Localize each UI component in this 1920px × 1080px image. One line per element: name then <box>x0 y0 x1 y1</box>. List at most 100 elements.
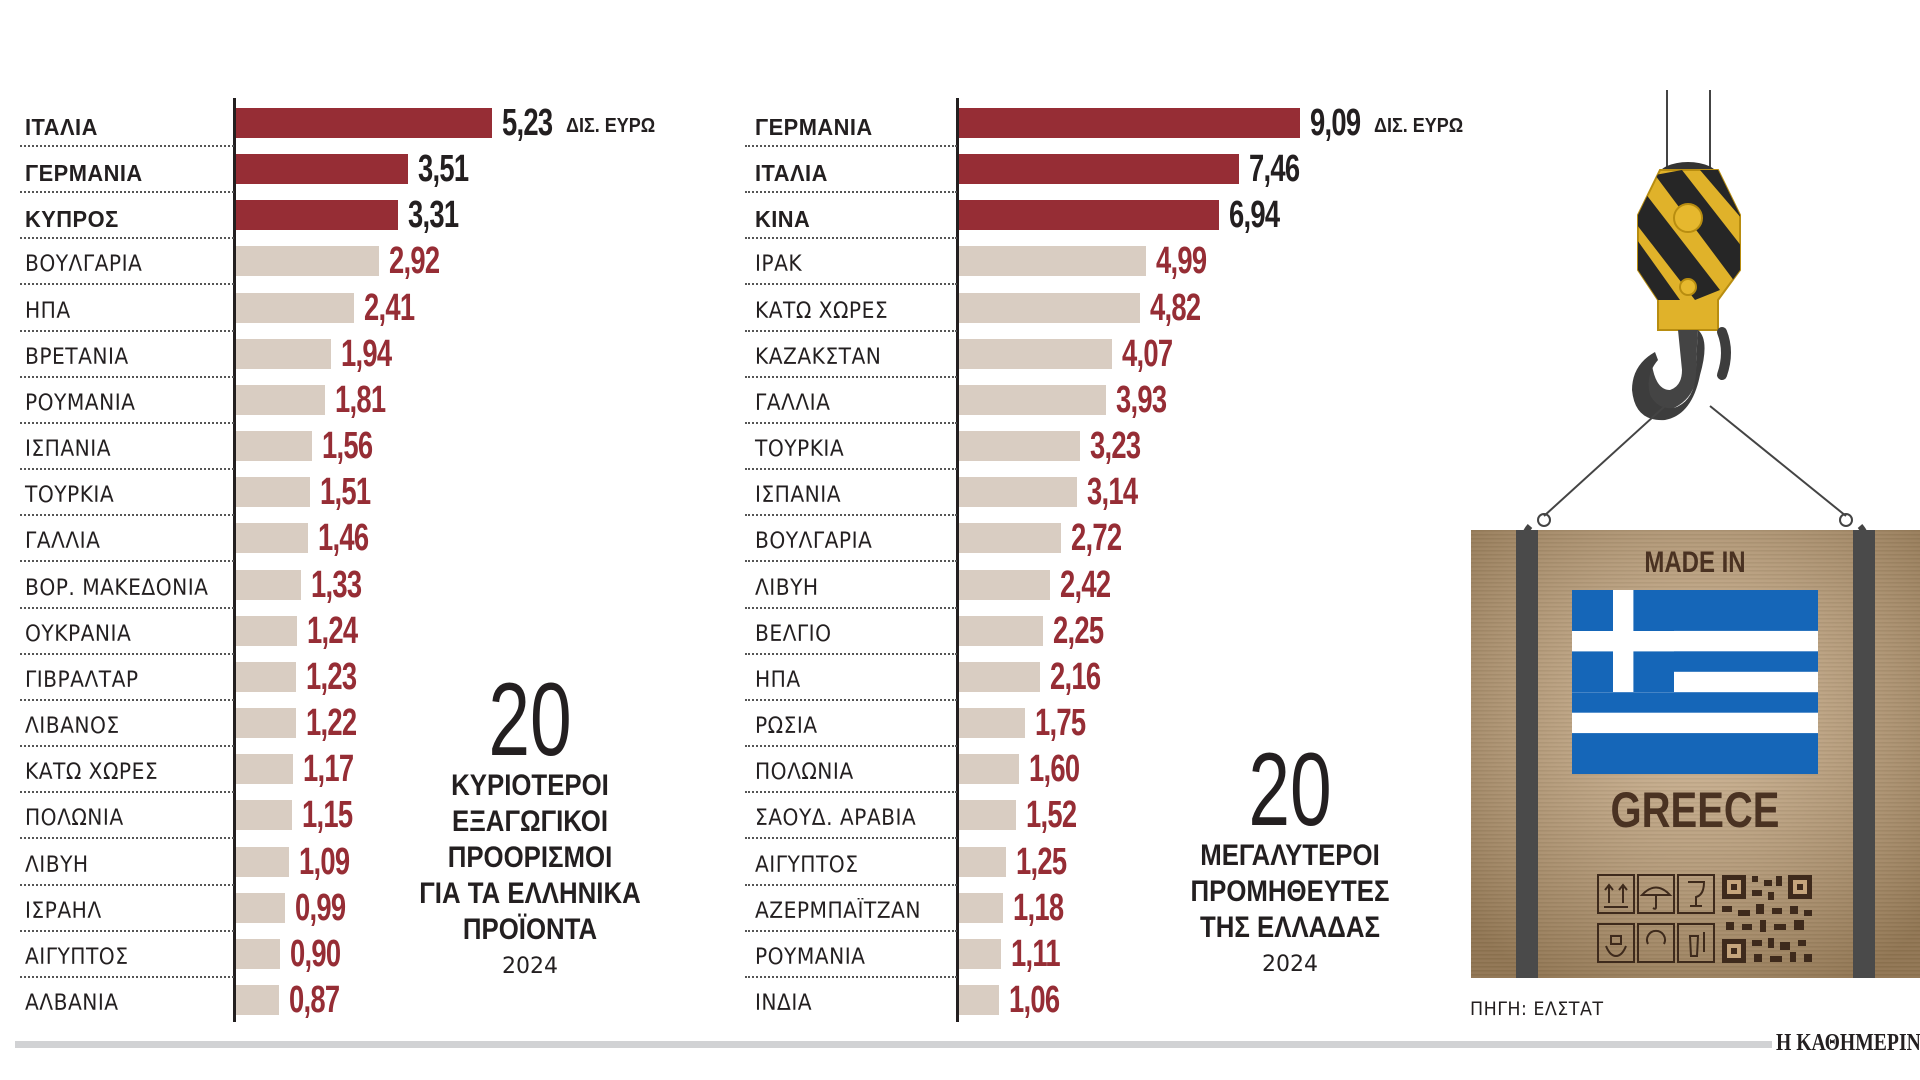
data-label: 2,25 <box>1053 609 1104 652</box>
row-divider <box>20 837 234 840</box>
data-label: 1,17 <box>303 748 354 791</box>
data-label: 1,56 <box>322 425 373 468</box>
crate-made-in-text: MADE IN <box>1644 544 1745 578</box>
row-divider <box>20 745 234 748</box>
row-divider <box>20 560 234 563</box>
exports-title-block: 20 ΚΥΡΙΟΤΕΡΟΙ ΕΞΑΓΩΓΙΚΟΙ ΠΡΟΟΡΙΣΜΟΙ ΓΙΑ … <box>400 668 660 979</box>
row-divider <box>745 560 957 563</box>
category-label: ΚΑΖΑΚΣΤΑΝ <box>755 344 882 370</box>
bar-20 <box>959 985 999 1015</box>
category-label: ΙΡΑΚ <box>755 252 803 278</box>
bar-11 <box>236 569 302 600</box>
category-label: ΠΟΛΩΝΙΑ <box>755 760 854 786</box>
category-label: ΒΟΥΛΓΑΡΙΑ <box>25 252 143 278</box>
data-label: 1,23 <box>306 655 357 698</box>
data-label: 2,41 <box>364 286 415 329</box>
data-label: 1,11 <box>1010 932 1061 975</box>
bar-5 <box>959 292 1140 323</box>
bar-8 <box>236 431 313 462</box>
crate: MADE IN GREECE <box>1471 530 1920 978</box>
row-divider <box>745 929 957 932</box>
category-label: ΡΩΣΙΑ <box>755 714 818 740</box>
row-divider <box>745 191 957 194</box>
bar-4 <box>236 246 380 277</box>
data-label: 4,99 <box>1156 240 1207 283</box>
this-side-up-icon <box>1597 874 1635 914</box>
data-label: 1,94 <box>341 332 392 375</box>
category-label: ΙΣΠΑΝΙΑ <box>25 437 112 463</box>
row-divider <box>20 191 234 194</box>
imports-title-block: 20 ΜΕΓΑΛΥΤΕΡΟΙ ΠΡΟΜΗΘΕΥΤΕΣ ΤΗΣ ΕΛΛΑΔΑΣ 2… <box>1160 732 1420 977</box>
category-label: ΚΙΝΑ <box>755 206 811 233</box>
bar-3 <box>959 200 1220 231</box>
category-label: ΚΥΠΡΟΣ <box>25 206 119 233</box>
bar-14 <box>959 708 1025 739</box>
data-label: 4,07 <box>1121 332 1173 375</box>
row-divider <box>20 329 234 332</box>
category-label: ΓΑΛΛΙΑ <box>25 529 101 555</box>
bar-1 <box>959 108 1300 138</box>
row-divider <box>745 514 957 517</box>
bar-6 <box>236 338 332 369</box>
row-divider <box>745 883 957 886</box>
bar-9 <box>959 477 1077 508</box>
data-label: 7,46 <box>1248 148 1300 191</box>
bar-17 <box>959 846 1006 877</box>
row-divider <box>20 606 234 609</box>
bar-5 <box>236 292 355 323</box>
data-label: 3,51 <box>417 148 469 191</box>
bar-20 <box>236 985 279 1015</box>
data-label: 2,72 <box>1071 517 1122 560</box>
row-divider <box>20 929 234 932</box>
greek-flag-icon <box>1572 590 1818 774</box>
data-label: 4,82 <box>1149 286 1201 329</box>
bar-13 <box>959 661 1040 692</box>
row-divider <box>745 329 957 332</box>
imports-big-number: 20 <box>1248 732 1332 848</box>
category-label: ΑΙΓΥΠΤΟΣ <box>755 852 859 878</box>
category-label: ΛΙΒΥΗ <box>25 852 89 878</box>
category-label: ΗΠΑ <box>25 298 71 324</box>
bar-17 <box>236 846 290 877</box>
data-label: 1,15 <box>302 794 353 837</box>
data-label: 1,75 <box>1034 702 1086 745</box>
category-label: ΚΑΤΩ ΧΩΡΕΣ <box>25 760 159 786</box>
axis-line <box>233 98 236 1022</box>
row-divider <box>745 975 957 978</box>
row-divider <box>745 468 957 471</box>
category-label: ΗΠΑ <box>755 667 801 693</box>
category-label: ΡΟΥΜΑΝΙΑ <box>25 390 136 416</box>
data-label: 0,99 <box>294 886 346 929</box>
imports-title-line: ΠΡΟΜΗΘΕΥΤΕΣ <box>1190 875 1390 908</box>
category-label: ΒΟΥΛΓΑΡΙΑ <box>755 529 873 555</box>
data-label: 1,22 <box>305 702 357 745</box>
row-divider <box>745 375 957 378</box>
category-label: ΠΟΛΩΝΙΑ <box>25 806 124 832</box>
bar-4 <box>959 246 1147 277</box>
bar-1 <box>236 108 493 138</box>
bar-19 <box>959 938 1001 969</box>
bar-13 <box>236 661 297 692</box>
bar-9 <box>236 477 310 508</box>
row-divider <box>20 652 234 655</box>
data-label: 6,94 <box>1229 194 1280 237</box>
data-label: 1,25 <box>1015 840 1067 883</box>
exports-title-line: ΚΥΡΙΟΤΕΡΟΙ <box>451 769 609 802</box>
category-label: ΤΟΥΡΚΙΑ <box>25 483 115 509</box>
row-divider <box>745 145 957 147</box>
unit-label: ΔΙΣ. ΕΥΡΩ <box>1373 115 1464 137</box>
data-label: 3,93 <box>1116 378 1167 421</box>
data-label: 2,16 <box>1050 655 1101 698</box>
imports-title-line: ΤΗΣ ΕΛΛΑΔΑΣ <box>1200 911 1380 944</box>
row-divider <box>20 283 234 286</box>
bar-12 <box>236 615 297 646</box>
handling-icons <box>1597 874 1715 963</box>
dispose-properly-icon <box>1677 923 1715 963</box>
qr-code-icon <box>1722 875 1812 963</box>
row-divider <box>745 698 957 701</box>
data-label: 1,33 <box>311 563 362 606</box>
bar-14 <box>236 708 296 739</box>
bar-2 <box>236 154 408 185</box>
bar-8 <box>959 431 1081 462</box>
row-divider <box>20 883 234 886</box>
